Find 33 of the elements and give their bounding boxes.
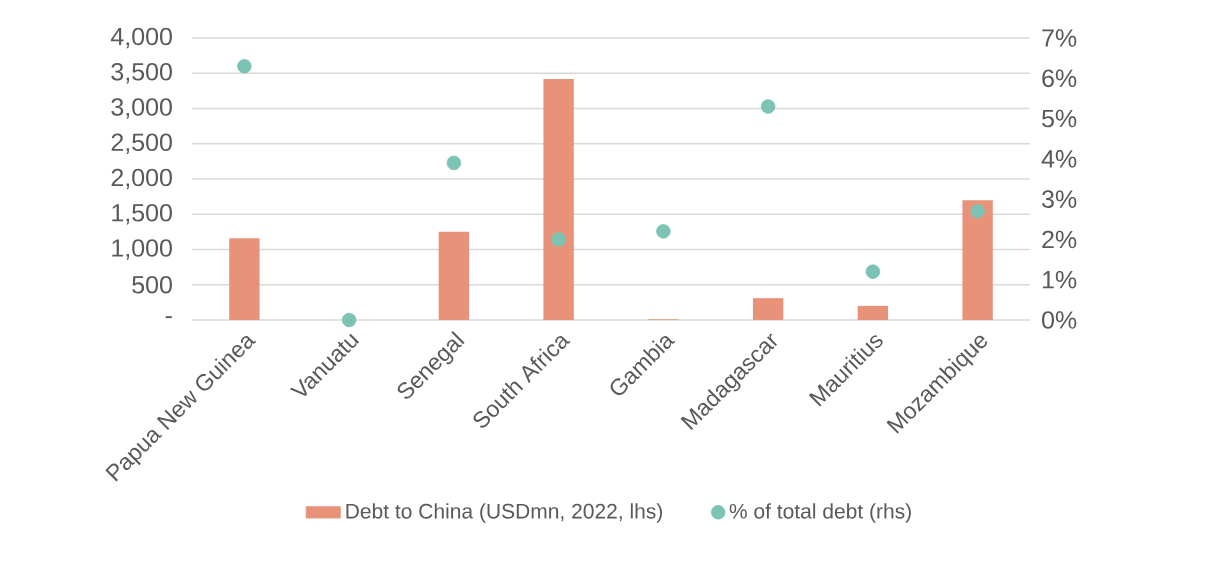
y-tick-label: 2,500 xyxy=(111,133,172,155)
point xyxy=(760,99,776,114)
y2-tick-label: 3% xyxy=(1042,190,1077,208)
y-tick-label: 2,000 xyxy=(111,168,172,190)
legend-label: Debt to China (USDmn, 2022, lhs) xyxy=(346,503,662,523)
y2-tick-label: 5% xyxy=(1042,109,1077,128)
point xyxy=(446,155,462,171)
bar xyxy=(543,78,574,320)
point xyxy=(970,204,985,219)
y-tick-label: 4,000 xyxy=(110,27,172,49)
y2-tick-label: 6% xyxy=(1042,69,1077,88)
legend-label: % of total debt (rhs) xyxy=(729,503,911,523)
bar xyxy=(229,238,260,320)
point xyxy=(865,264,881,279)
y-tick-label: 500 xyxy=(132,275,172,294)
bar xyxy=(752,298,784,320)
y-tick-label: 3,000 xyxy=(111,98,172,119)
point xyxy=(656,224,671,239)
bar xyxy=(438,231,470,320)
bar xyxy=(857,305,889,320)
bar xyxy=(962,200,993,320)
y-tick-label: 3,500 xyxy=(111,62,172,84)
y-tick-label: - xyxy=(165,316,172,319)
point xyxy=(341,312,357,328)
y2-tick-label: 7% xyxy=(1042,29,1077,47)
point xyxy=(551,232,566,247)
y2-tick-label: 4% xyxy=(1041,150,1077,168)
y2-tick-label: 0% xyxy=(1042,311,1077,329)
y-tick-label: 1,500 xyxy=(112,203,172,225)
y2-tick-label: 2% xyxy=(1042,230,1077,249)
y-tick-label: 1,000 xyxy=(112,239,172,260)
y2-tick-label: 1% xyxy=(1042,270,1077,289)
point xyxy=(237,59,252,74)
